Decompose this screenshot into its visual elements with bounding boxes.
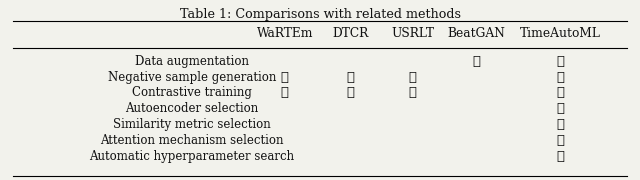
- Text: ✓: ✓: [281, 86, 289, 99]
- Text: ✓: ✓: [556, 134, 564, 147]
- Text: Autoencoder selection: Autoencoder selection: [125, 102, 259, 115]
- Text: ✓: ✓: [556, 102, 564, 115]
- Text: ✓: ✓: [347, 86, 355, 99]
- Text: Similarity metric selection: Similarity metric selection: [113, 118, 271, 131]
- Text: BeatGAN: BeatGAN: [448, 27, 506, 40]
- Text: ✓: ✓: [556, 118, 564, 131]
- Text: ✓: ✓: [281, 71, 289, 84]
- Text: Attention mechanism selection: Attention mechanism selection: [100, 134, 284, 147]
- Text: ✓: ✓: [473, 55, 481, 68]
- Text: Automatic hyperparameter search: Automatic hyperparameter search: [90, 150, 294, 163]
- Text: ✓: ✓: [556, 71, 564, 84]
- Text: TimeAutoML: TimeAutoML: [520, 27, 600, 40]
- Text: ✓: ✓: [409, 86, 417, 99]
- Text: ✓: ✓: [347, 71, 355, 84]
- Text: WaRTEm: WaRTEm: [257, 27, 313, 40]
- Text: USRLT: USRLT: [391, 27, 435, 40]
- Text: ✓: ✓: [409, 71, 417, 84]
- Text: ✓: ✓: [556, 150, 564, 163]
- Text: ✓: ✓: [556, 55, 564, 68]
- Text: DTCR: DTCR: [333, 27, 369, 40]
- Text: Table 1: Comparisons with related methods: Table 1: Comparisons with related method…: [179, 8, 461, 21]
- Text: Data augmentation: Data augmentation: [135, 55, 249, 68]
- Text: Negative sample generation: Negative sample generation: [108, 71, 276, 84]
- Text: ✓: ✓: [556, 86, 564, 99]
- Text: Contrastive training: Contrastive training: [132, 86, 252, 99]
